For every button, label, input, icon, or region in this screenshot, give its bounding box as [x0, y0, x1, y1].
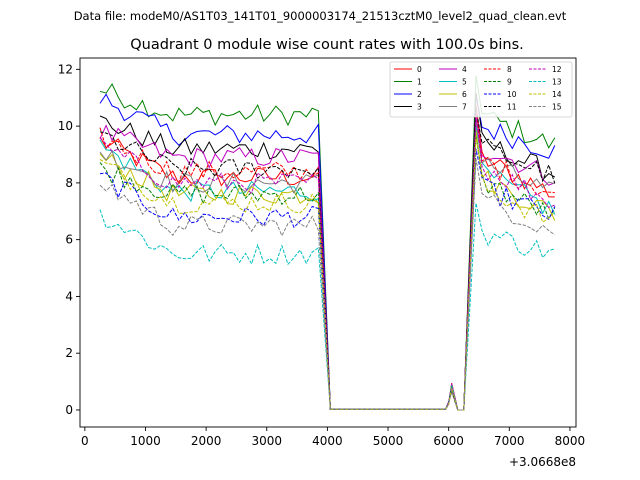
legend-label: 12: [552, 65, 562, 74]
legend-entry-11: 11: [484, 102, 517, 111]
legend-label: 7: [462, 102, 467, 111]
legend-label: 1: [417, 77, 422, 86]
legend-entry-3: 3: [394, 102, 422, 111]
y-tick-label: 6: [65, 233, 73, 247]
series-line-9: [99, 135, 556, 411]
legend-label: 4: [462, 65, 467, 74]
x-tick-label: 7000: [494, 434, 525, 448]
legend-label: 11: [507, 102, 517, 111]
series-line-15: [99, 158, 556, 411]
y-tick-label: 10: [58, 119, 73, 133]
legend-label: 13: [552, 77, 562, 86]
legend-entry-9: 9: [484, 77, 512, 86]
legend-entry-6: 6: [439, 90, 467, 99]
series-line-7: [99, 119, 555, 411]
legend-label: 3: [417, 102, 422, 111]
legend-label: 15: [552, 102, 562, 111]
legend-entry-12: 12: [529, 65, 562, 74]
legend-entry-2: 2: [394, 90, 422, 99]
series-line-14: [99, 135, 556, 411]
x-tick-label: 3000: [251, 434, 282, 448]
legend-label: 5: [462, 77, 467, 86]
legend-entry-14: 14: [529, 90, 562, 99]
legend-entry-7: 7: [439, 102, 467, 111]
plot-area: 0 1000 2000 3000 4000 5000 6000 7000 80000246810…: [58, 57, 586, 448]
y-tick-label: 12: [58, 62, 73, 76]
x-tick-label: 8000: [555, 434, 586, 448]
legend-label: 8: [507, 65, 512, 74]
y-tick-label: 0: [65, 403, 73, 417]
series-line-3: [99, 92, 556, 411]
legend-label: 6: [462, 90, 467, 99]
x-tick-label: 0: [81, 434, 89, 448]
x-tick-label: 2000: [191, 434, 222, 448]
x-tick-label: 4000: [312, 434, 343, 448]
series-line-0: [99, 104, 555, 411]
legend-box: [389, 61, 573, 118]
series-line-10: [99, 148, 556, 411]
legend-entry-1: 1: [394, 77, 422, 86]
legend-label: 9: [507, 77, 512, 86]
series-line-13: [99, 202, 555, 411]
legend-label: 0: [417, 65, 422, 74]
legend-label: 2: [417, 90, 422, 99]
legend-entry-15: 15: [529, 102, 562, 111]
x-tick-label: 6000: [433, 434, 464, 448]
series-line-11: [99, 107, 556, 411]
legend-entry-8: 8: [484, 65, 512, 74]
legend-entry-5: 5: [439, 77, 467, 86]
series-line-4: [99, 109, 555, 411]
y-tick-label: 4: [65, 289, 73, 303]
series-line-6: [99, 130, 556, 411]
y-tick-label: 2: [65, 346, 73, 360]
series-line-12: [99, 115, 555, 411]
legend-label: 10: [507, 90, 517, 99]
figure-suptitle: Data file: modeM0/AS1T03_141T01_90000031…: [74, 9, 567, 23]
axes-frame: [79, 57, 577, 428]
series-line-2: [99, 93, 556, 411]
legend-entry-10: 10: [484, 90, 517, 99]
legend-label: 14: [552, 90, 562, 99]
legend-entry-0: 0: [394, 65, 422, 74]
y-tick-label: 8: [65, 176, 73, 190]
legend-entry-4: 4: [439, 65, 467, 74]
chart-title: Quadrant 0 module wise count rates with …: [130, 37, 524, 53]
x-tick-label: 1000: [130, 434, 161, 448]
x-tick-label: 5000: [373, 434, 404, 448]
series-line-1: [99, 75, 556, 411]
x-offset-label: +3.0668e8: [509, 455, 576, 469]
legend-entry-13: 13: [529, 77, 562, 86]
